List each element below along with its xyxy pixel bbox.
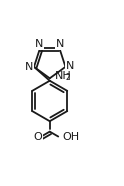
Text: NH: NH [55,71,72,81]
Text: N: N [66,61,74,71]
Text: OH: OH [62,132,79,142]
Text: N: N [35,39,44,49]
Text: N: N [56,39,64,49]
Text: N: N [25,62,33,73]
Text: O: O [34,132,43,142]
Text: 2: 2 [65,73,70,82]
